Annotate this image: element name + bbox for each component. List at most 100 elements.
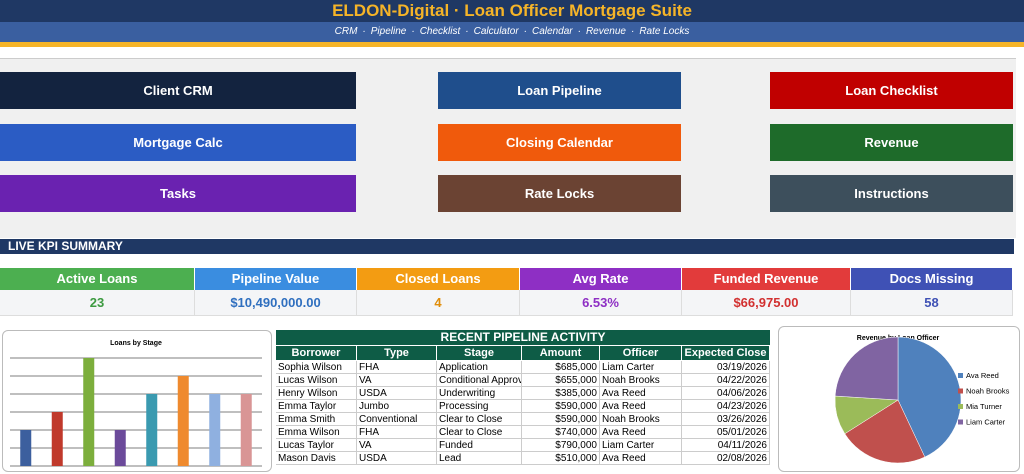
table-cell: $590,000 [522,413,600,426]
table-cell: $510,000 [522,452,600,465]
chart-title: Loans by Stage [110,340,162,347]
table-cell: 05/01/2026 [682,426,770,439]
table-cell: Liam Carter [600,361,682,374]
kpi-title: LIVE KPI SUMMARY [8,239,123,253]
title: ELDON-Digital · Loan Officer Mortgage Su… [332,1,692,20]
column-header: Expected Close [682,345,770,360]
bar [209,394,221,466]
kpi-label: Active Loans [0,268,195,290]
accent-stripe [0,42,1024,47]
nav-button[interactable]: Mortgage Calc [0,124,356,161]
nav-separator: · [523,26,527,37]
table-cell: Ava Reed [600,426,682,439]
kpi-value: $66,975.00 [682,290,851,316]
table-cell: 04/11/2026 [682,439,770,452]
table-cell: 03/19/2026 [682,361,770,374]
table-cell: $655,000 [522,374,600,387]
nav-link[interactable]: CRM [334,26,358,37]
table-cell: VA [357,439,437,452]
table-cell: FHA [357,361,437,374]
table-cell: 03/26/2026 [682,413,770,426]
legend-label: Mia Turner [966,402,1002,411]
table-cell: Clear to Close [437,413,522,426]
table-cell: $740,000 [522,426,600,439]
table-cell: Henry Wilson [276,387,357,400]
kpi-label: Closed Loans [357,268,520,290]
table-cell: 04/22/2026 [682,374,770,387]
nav-link[interactable]: Calendar [532,26,573,37]
bar [114,430,126,466]
nav-button[interactable]: Tasks [0,175,356,212]
table-cell: Lucas Wilson [276,374,357,387]
nav-link[interactable]: Checklist [419,26,461,37]
table-cell: Lucas Taylor [276,439,357,452]
nav-link[interactable]: Pipeline [370,26,407,37]
table-title: RECENT PIPELINE ACTIVITY [276,330,770,345]
pie-slice [897,336,962,458]
kpi-label: Avg Rate [520,268,682,290]
table-cell: Mason Davis [276,452,357,465]
nav-button[interactable]: Loan Checklist [770,72,1013,109]
bar [51,412,63,466]
kpi-value: 58 [851,290,1013,316]
nav-link[interactable]: Rate Locks [639,26,690,37]
kpi-label: Funded Revenue [682,268,851,290]
table-cell: Noah Brooks [600,374,682,387]
kpi-value: 4 [357,290,520,316]
kpi-value: 23 [0,290,195,316]
nav-button[interactable]: Client CRM [0,72,356,109]
table-cell: USDA [357,387,437,400]
nav-separator: · [577,26,581,37]
kpi-value: 6.53% [520,290,682,316]
bar [177,376,189,466]
table-cell: Ava Reed [600,452,682,465]
legend-swatch [958,419,963,425]
table-cell: $685,000 [522,361,600,374]
legend-label: Liam Carter [966,417,1006,426]
pie-slice [834,336,899,401]
kpi-title-bar: LIVE KPI SUMMARY [0,239,1014,254]
bar [240,394,252,466]
bar [83,358,95,466]
table-cell: 02/08/2026 [682,452,770,465]
table-cell: Processing [437,400,522,413]
nav-button[interactable]: Closing Calendar [438,124,681,161]
bar [146,394,158,466]
legend-swatch [958,404,963,409]
table-cell: Ava Reed [600,387,682,400]
table-cell: USDA [357,452,437,465]
nav-link[interactable]: Revenue [585,26,626,37]
table-cell: Funded [437,439,522,452]
table-cell: $590,000 [522,400,600,413]
table-cell: Sophia Wilson [276,361,357,374]
legend-swatch [958,388,963,394]
table-cell: Clear to Close [437,426,522,439]
table-cell: Noah Brooks [600,413,682,426]
table-cell: Emma Taylor [276,400,357,413]
table-cell: VA [357,374,437,387]
kpi-label: Pipeline Value [195,268,357,290]
nav-button[interactable]: Loan Pipeline [438,72,681,109]
pie-slice [844,399,926,464]
table-cell: Application [437,361,522,374]
column-header: Borrower [276,345,357,360]
nav-separator: · [465,26,469,37]
bar [20,430,32,466]
kpi-value: $10,490,000.00 [195,290,357,316]
table-cell: Lead [437,452,522,465]
kpi-label: Docs Missing [851,268,1013,290]
table-cell: Emma Smith [276,413,357,426]
table-cell: $385,000 [522,387,600,400]
table-cell: 04/06/2026 [682,387,770,400]
table-cell: Underwriting [437,387,522,400]
column-header: Amount [522,345,600,360]
nav-button[interactable]: Rate Locks [438,175,681,212]
nav-button[interactable]: Revenue [770,124,1013,161]
nav-button[interactable]: Instructions [770,175,1013,212]
table-cell: Emma Wilson [276,426,357,439]
nav-bar: CRM · Pipeline · Checklist · Calculator · Calend… [0,22,1024,42]
table-cell: Ava Reed [600,400,682,413]
nav-link[interactable]: Calculator [473,26,519,37]
